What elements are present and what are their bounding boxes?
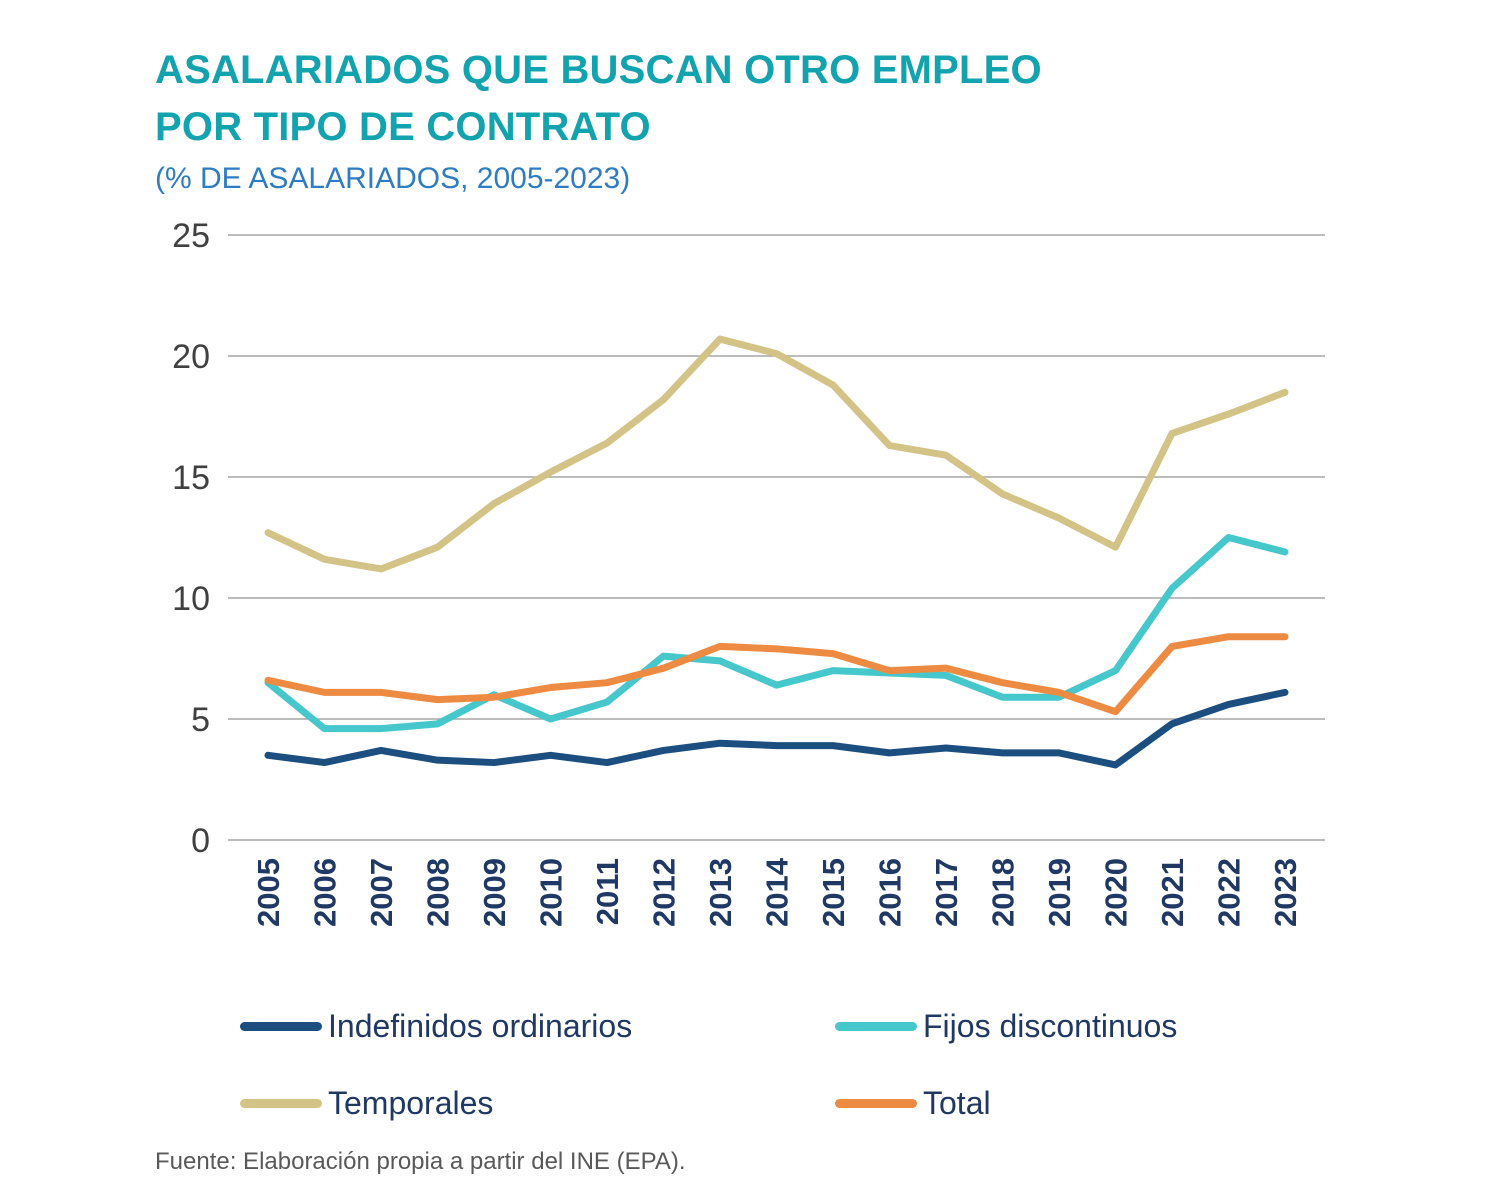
- x-axis-label-2021: 2021: [1155, 858, 1190, 927]
- page-title-line2: POR TIPO DE CONTRATO: [155, 104, 651, 149]
- x-axis-label-2012: 2012: [647, 858, 682, 927]
- x-axis-label-2013: 2013: [703, 858, 738, 927]
- legend-item-temporales: Temporales: [240, 1085, 835, 1122]
- x-axis-label-2014: 2014: [760, 857, 795, 927]
- page-title-line1: ASALARIADOS QUE BUSCAN OTRO EMPLEO: [155, 48, 1042, 92]
- chart-area: 0 5 10 15 20 25 2005 2006 2007 2008 2009 2010 2011 20…: [0, 210, 1500, 980]
- x-axis-label-2017: 2017: [929, 858, 964, 927]
- x-axis-label-2019: 2019: [1042, 858, 1077, 927]
- legend-label-fijos-discontinuos: Fijos discontinuos: [923, 1008, 1178, 1044]
- x-axis-label-2015: 2015: [816, 858, 851, 927]
- legend-label-total: Total: [923, 1085, 991, 1121]
- y-axis-label-0: 0: [191, 822, 210, 860]
- x-axis-label-2011: 2011: [590, 858, 625, 925]
- y-axis-label-5: 5: [191, 701, 210, 739]
- legend-label-indefinidos-ordinarios: Indefinidos ordinarios: [328, 1008, 633, 1044]
- source-note: Fuente: Elaboración propia a partir del …: [155, 1148, 686, 1175]
- legend-swatch-total: [835, 1099, 917, 1108]
- x-axis-label-2022: 2022: [1212, 858, 1247, 927]
- x-axis-label-2008: 2008: [421, 858, 456, 927]
- x-axis-label-2020: 2020: [1099, 858, 1134, 927]
- legend-item-fijos-discontinuos: Fijos discontinuos: [835, 1008, 1380, 1045]
- page-subtitle: (% DE ASALARIADOS, 2005-2023): [155, 161, 631, 195]
- legend-item-total: Total: [835, 1085, 1380, 1122]
- chart-header: ASALARIADOS QUE BUSCAN OTRO EMPLEO POR T…: [155, 42, 1042, 196]
- x-axis-label-2009: 2009: [477, 858, 512, 927]
- x-axis-label-2005: 2005: [251, 858, 286, 927]
- legend-swatch-indefinidos-ordinarios: [240, 1022, 322, 1031]
- x-axis-label-2018: 2018: [986, 858, 1021, 927]
- y-axis-label-25: 25: [172, 217, 210, 255]
- legend-swatch-fijos-discontinuos: [835, 1022, 917, 1031]
- x-axis-label-2016: 2016: [873, 858, 908, 927]
- x-axis-label-2007: 2007: [364, 858, 399, 927]
- x-axis-label-2006: 2006: [308, 858, 343, 927]
- series-line-indefinidos-ordinarios: [264, 688, 1289, 769]
- x-axis-label-2023: 2023: [1268, 858, 1303, 927]
- y-axis-label-20: 20: [172, 338, 210, 376]
- series-line-fijos-discontinuos: [264, 534, 1289, 733]
- series-line-total: [264, 633, 1289, 716]
- legend-item-indefinidos-ordinarios: Indefinidos ordinarios: [240, 1008, 835, 1045]
- series-line-temporales: [264, 335, 1289, 573]
- legend-label-temporales: Temporales: [328, 1085, 494, 1121]
- y-axis-label-10: 10: [172, 580, 210, 618]
- y-axis-label-15: 15: [172, 459, 210, 497]
- legend-swatch-temporales: [240, 1099, 322, 1108]
- chart-svg: 0 5 10 15 20 25 2005 2006 2007 2008 2009 2010 2011 20…: [172, 217, 1325, 927]
- chart-legend: Indefinidos ordinarios Fijos discontinuos…: [240, 1008, 1380, 1122]
- x-axis-label-2010: 2010: [534, 858, 569, 927]
